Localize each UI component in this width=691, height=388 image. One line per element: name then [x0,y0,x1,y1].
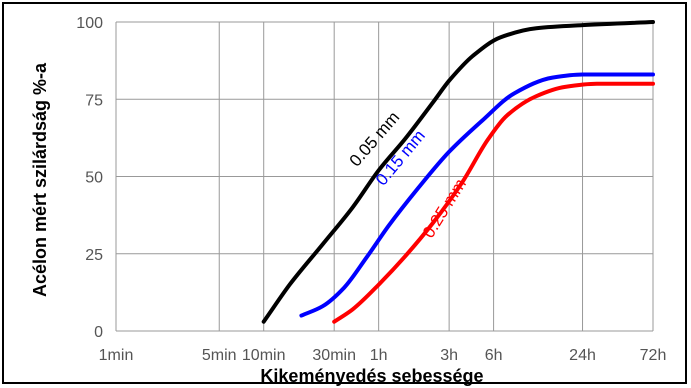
series-line [261,20,655,324]
y-tick-label: 0 [94,324,103,341]
series-label: 0.25 mm [419,175,470,241]
x-axis-title: Kikeményedés sebessége [260,366,483,386]
x-tick-label: 30min [312,347,356,364]
y-axis-title: Acélon mért szilárdság %-a [30,62,50,297]
x-tick-label: 10min [242,347,286,364]
series-line [332,81,655,324]
x-tick-label: 1h [370,347,388,364]
series-line [299,72,655,318]
y-tick-label: 25 [85,247,103,264]
x-tick-label: 24h [569,347,596,364]
x-tick-label: 5min [202,347,237,364]
x-tick-label: 1min [99,347,134,364]
x-tick-label: 6h [485,347,503,364]
y-tick-label: 100 [76,15,103,32]
y-tick-label: 50 [85,170,103,187]
x-tick-label: 72h [640,347,667,364]
y-tick-label: 75 [85,92,103,109]
x-tick-label: 3h [440,347,458,364]
